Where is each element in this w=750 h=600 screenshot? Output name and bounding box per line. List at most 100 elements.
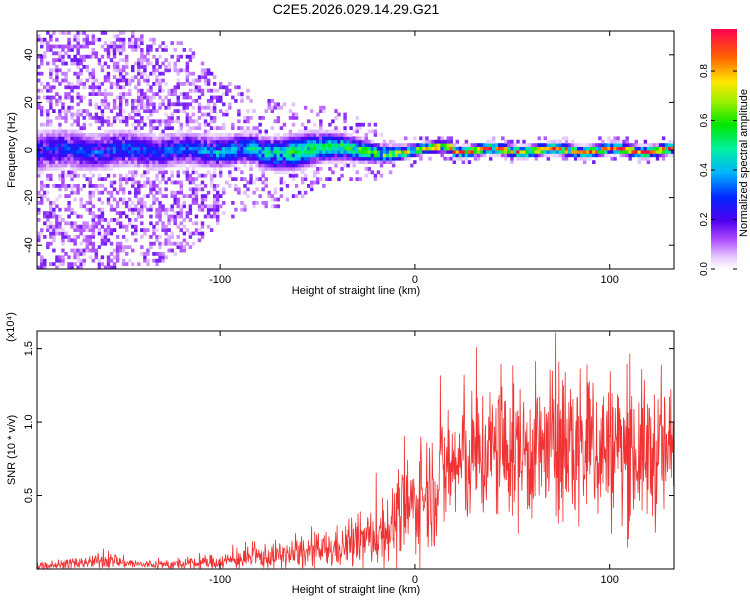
heatmap-cell [146,109,150,113]
heatmap-cell [367,160,372,164]
heatmap-cell [176,41,180,45]
heatmap-cell [128,37,132,42]
heatmap-cell [55,197,59,202]
heatmap-cell [203,156,208,161]
heatmap-cell [73,211,77,215]
heatmap-cell [140,34,144,39]
heatmap-cell [88,143,92,147]
heatmap-cell [167,133,171,137]
heatmap-cell [161,163,165,168]
heatmap-cell [331,156,335,161]
heatmap-cell [164,224,168,229]
heatmap-cell [498,150,502,154]
heatmap-cell [100,133,105,137]
heatmap-cell [70,133,74,137]
heatmap-cell [222,190,226,195]
heatmap-cell [252,160,256,164]
heatmap-cell [288,153,293,158]
heatmap-cell [73,190,77,195]
heatmap-cell [161,136,165,141]
heatmap-cell [191,241,196,246]
heatmap-cell [388,170,393,175]
heatmap-cell [112,262,117,266]
heatmap-cell [94,92,99,96]
heatmap-cell [79,224,83,229]
heatmap-cell [191,88,196,93]
heatmap-cell [118,51,123,56]
heatmap-cell [61,44,65,49]
heatmap-cell [443,143,447,147]
heatmap-cell [200,156,205,161]
heatmap-cell [61,109,65,113]
heatmap-cell [121,116,126,120]
heatmap-cell [40,146,44,151]
heatmap-cell [88,170,92,175]
heatmap-cell [85,139,89,144]
heatmap-cell [134,112,138,117]
heatmap-cell [112,139,117,144]
heatmap-cell [115,116,120,120]
heatmap-cell [152,146,156,151]
heatmap-cell [43,51,47,56]
heatmap-cell [106,133,111,137]
heatmap-cell [131,139,135,144]
heatmap-cell [355,156,359,161]
heatmap-cell [215,214,220,219]
heatmap-cell [91,231,96,236]
heatmap-cell [152,194,156,198]
heatmap-cell [628,143,632,147]
heatmap-cell [103,41,108,45]
heatmap-cell [128,245,132,249]
heatmap-cell [70,190,74,195]
heatmap-cell [449,150,453,154]
heatmap-cell [76,160,80,164]
heatmap-cell [343,160,347,164]
heatmap-cell [661,146,666,151]
heatmap-cell [52,129,56,134]
heatmap-cell [124,122,129,127]
heatmap-cell [203,71,208,76]
heatmap-cell [52,95,56,100]
heatmap-cell [97,173,102,178]
heatmap-cell [103,143,108,147]
heatmap-cell [297,190,302,195]
heatmap-cell [322,184,326,188]
heatmap-cell [52,262,56,266]
heatmap-cell [118,58,123,62]
heatmap-cell [161,129,165,134]
heatmap-cell [337,177,341,181]
heatmap-cell [173,194,177,198]
heatmap-cell [106,122,111,127]
heatmap-cell [40,265,44,270]
heatmap-cell [255,146,259,151]
heatmap-cell [155,190,159,195]
heatmap-cell [243,139,247,144]
heatmap-cell [79,204,83,209]
heatmap-cell [228,139,232,144]
heatmap-cell [404,153,408,158]
heatmap-cell [82,224,86,229]
heatmap-cell [543,136,547,141]
heatmap-cell [464,150,469,154]
heatmap-cell [40,201,44,205]
heatmap-cell [109,156,114,161]
heatmap-cell [76,156,80,161]
heatmap-cell [352,156,356,161]
heatmap-cell [158,143,162,147]
heatmap-cell [370,153,375,158]
heatmap-cell [137,207,141,212]
heatmap-cell [158,146,162,151]
heatmap-cell [294,146,299,151]
heatmap-cell [313,153,317,158]
heatmap-cell [76,122,80,127]
heatmap-cell [97,150,102,154]
heatmap-cell [619,153,623,158]
heatmap-cell [140,228,144,232]
heatmap-cell [131,65,135,69]
heatmap-cell [112,51,117,56]
heatmap-cell [61,116,65,120]
heatmap-cell [513,146,517,151]
heatmap-cell [270,143,274,147]
heatmap-cell [225,180,229,185]
